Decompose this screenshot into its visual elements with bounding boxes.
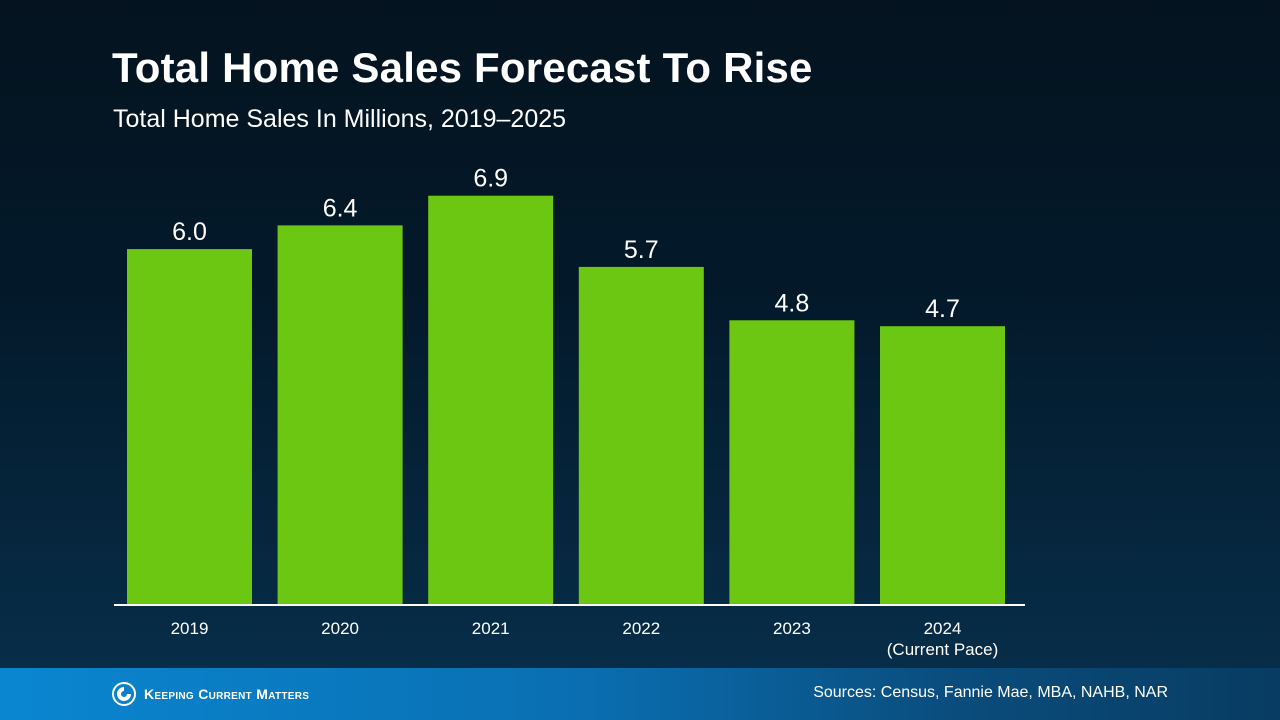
sources-note: Sources: Census, Fannie Mae, MBA, NAHB, …	[813, 684, 1168, 701]
bar-2021	[428, 195, 554, 606]
data-label-2019: 6.0	[172, 218, 207, 246]
footer-bar: Keeping Current Matters Sources: Census,…	[0, 668, 1280, 720]
bar-2019	[127, 249, 252, 605]
x-tick-label-2020: 2020	[321, 619, 359, 638]
data-label-2023: 4.8	[775, 289, 810, 317]
x-tick-label-2019: 2019	[171, 619, 209, 638]
x-tick-label-2022: 2022	[622, 619, 660, 638]
x-tick-label-2023: 2023	[773, 619, 811, 638]
chart-subtitle: Total Home Sales In Millions, 2019–2025	[113, 105, 567, 133]
data-label-2020: 6.4	[323, 194, 358, 222]
kcm-logo-icon	[112, 682, 136, 706]
x-tick-label-2024: 2024	[924, 619, 962, 638]
x-tick-label-2021: 2021	[472, 619, 510, 638]
data-label-2021: 6.9	[473, 165, 508, 193]
data-label-2024: 4.7	[925, 295, 960, 323]
data-label-2022: 5.7	[624, 236, 659, 264]
chart-title: Total Home Sales Forecast To Rise	[112, 44, 813, 91]
bar-2022	[578, 266, 704, 605]
brand-logo: Keeping Current Matters	[112, 680, 309, 708]
bar-chart: 6.0 2019 6.4 2020 6.9 2021 5.7 2022 4.8 2023 4.7 20…	[127, 165, 1005, 659]
bar-2024	[880, 326, 1005, 605]
bar-2020	[277, 225, 403, 606]
bar-2023	[729, 320, 855, 605]
brand-name: Keeping Current Matters	[144, 686, 310, 702]
x-tick-label-2024-line2: (Current Pace)	[887, 640, 998, 659]
